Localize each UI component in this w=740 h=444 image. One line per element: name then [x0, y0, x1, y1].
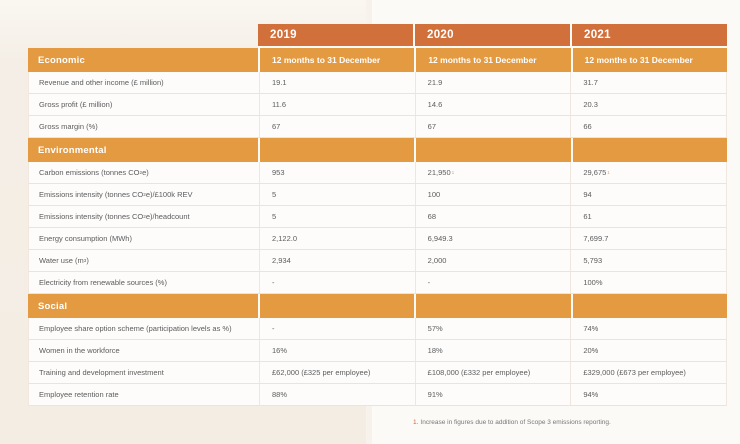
value-cell-2019: 16% [259, 340, 415, 361]
table-row: Water use (m 3) 2,934 2,000 5,793 [28, 250, 727, 272]
value-cell-2020 [414, 294, 570, 318]
section-title: Environmental [38, 144, 107, 156]
value-cell-2019: 19.1 [259, 72, 415, 93]
value-cell-2021: 12 months to 31 December [570, 48, 727, 72]
value-cell-2019 [258, 294, 414, 318]
row-label: Employee retention rate [39, 390, 119, 399]
year-header-cell: 2020 [413, 24, 570, 48]
value-cell-2020: 18% [414, 340, 571, 361]
table-row: Training and development investment £62,0… [28, 362, 727, 384]
value-cell-2020: 100 [414, 184, 571, 205]
row-label: Carbon emissions (tonnes CO 2 e) [39, 168, 149, 177]
row-label: Gross profit (£ million) [39, 100, 113, 109]
value-cell-2019: - [259, 272, 415, 293]
row-label: Emissions intensity (tonnes CO 2 e)/headco… [39, 212, 190, 221]
row-label: Water use (m 3) [39, 256, 89, 265]
section-header-row: Economic 12 months to 31 December 12 month… [28, 48, 727, 72]
row-label: Electricity from renewable sources (%) [39, 278, 167, 287]
value-cell-2021: 66 [570, 116, 726, 137]
value-cell-2020: 57% [414, 318, 571, 339]
table-row: Women in the workforce 16% 18% 20% [28, 340, 727, 362]
value-cell-2021 [570, 294, 727, 318]
section-title: Social [38, 300, 68, 312]
value-cell-2019: 11.6 [259, 94, 415, 115]
year-header-cell: 2019 [258, 24, 413, 48]
section-title: Economic [38, 54, 85, 66]
footnote: 1. Increase in figures due to addition of… [413, 419, 611, 426]
value-cell-2021: 7,699.7 [570, 228, 726, 249]
value-cell-2020: 12 months to 31 December [414, 48, 570, 72]
value-cell-2021: 74% [570, 318, 726, 339]
esg-performance-table: 2019 2020 2021 Economic 12 months to 31 Dec… [28, 24, 727, 406]
value-cell-2021: 94% [570, 384, 726, 405]
value-cell-2021: 29,675 1 [570, 162, 726, 183]
value-cell-2019: 2,934 [259, 250, 415, 271]
value-cell-2021: 5,793 [570, 250, 726, 271]
row-label: Training and development investment [39, 368, 164, 377]
table-row: Emissions intensity (tonnes CO 2 e)/£100k … [28, 184, 727, 206]
value-cell-2020: 68 [414, 206, 571, 227]
row-label: Gross margin (%) [39, 122, 98, 131]
value-cell-2021: £329,000 (£673 per employee) [570, 362, 726, 383]
footnote-marker: 1. [413, 419, 419, 426]
value-cell-2019: 953 [259, 162, 415, 183]
value-cell-2021: 31.7 [570, 72, 726, 93]
value-cell-2020: 14.6 [414, 94, 571, 115]
value-cell-2019: 5 [259, 184, 415, 205]
value-cell-2019: 88% [259, 384, 415, 405]
value-cell-2019: 67 [259, 116, 415, 137]
value-cell-2019: £62,000 (£325 per employee) [259, 362, 415, 383]
value-cell-2020: 2,000 [414, 250, 571, 271]
table-row: Electricity from renewable sources (%) - -… [28, 272, 727, 294]
value-cell-2021: 94 [570, 184, 726, 205]
value-cell-2020: 21.9 [414, 72, 571, 93]
value-cell-2021: 61 [570, 206, 726, 227]
row-label: Revenue and other income (£ million) [39, 78, 164, 87]
row-label: Emissions intensity (tonnes CO 2 e)/£100k … [39, 190, 193, 199]
value-cell-2020 [414, 138, 570, 162]
value-cell-2020: £108,000 (£332 per employee) [414, 362, 571, 383]
table-row: Gross profit (£ million) 11.6 14.6 20.3 [28, 94, 727, 116]
value-cell-2019: 5 [259, 206, 415, 227]
table-row: Gross margin (%) 67 67 66 [28, 116, 727, 138]
section-header-row: Social [28, 294, 727, 318]
value-cell-2021: 20.3 [570, 94, 726, 115]
table-row: Carbon emissions (tonnes CO 2 e) 953 21,950 1… [28, 162, 727, 184]
table-row: Employee share option scheme (participat… [28, 318, 727, 340]
value-cell-2020: 6,949.3 [414, 228, 571, 249]
value-cell-2019 [258, 138, 414, 162]
value-cell-2019: - [259, 318, 415, 339]
row-label: Employee share option scheme (participat… [39, 324, 232, 333]
value-cell-2021 [570, 138, 727, 162]
table-row: Employee retention rate 88% 91% 94% [28, 384, 727, 406]
value-cell-2019: 12 months to 31 December [258, 48, 414, 72]
year-header-cell: 2021 [570, 24, 727, 48]
row-label: Women in the workforce [39, 346, 120, 355]
year-header-row: 2019 2020 2021 [258, 24, 727, 48]
value-cell-2021: 20% [570, 340, 726, 361]
table-row: Emissions intensity (tonnes CO 2 e)/headco… [28, 206, 727, 228]
value-cell-2020: - [414, 272, 571, 293]
value-cell-2020: 67 [414, 116, 571, 137]
value-cell-2019: 2,122.0 [259, 228, 415, 249]
esg-table-rows: Economic 12 months to 31 December 12 month… [28, 48, 727, 406]
row-label: Energy consumption (MWh) [39, 234, 132, 243]
footnote-text: Increase in figures due to addition of S… [420, 419, 611, 426]
section-header-row: Environmental [28, 138, 727, 162]
value-cell-2021: 100% [570, 272, 726, 293]
value-cell-2020: 21,950 1 [414, 162, 571, 183]
table-row: Revenue and other income (£ million) 19.1… [28, 72, 727, 94]
value-cell-2020: 91% [414, 384, 571, 405]
table-row: Energy consumption (MWh) 2,122.0 6,949.3 7,… [28, 228, 727, 250]
